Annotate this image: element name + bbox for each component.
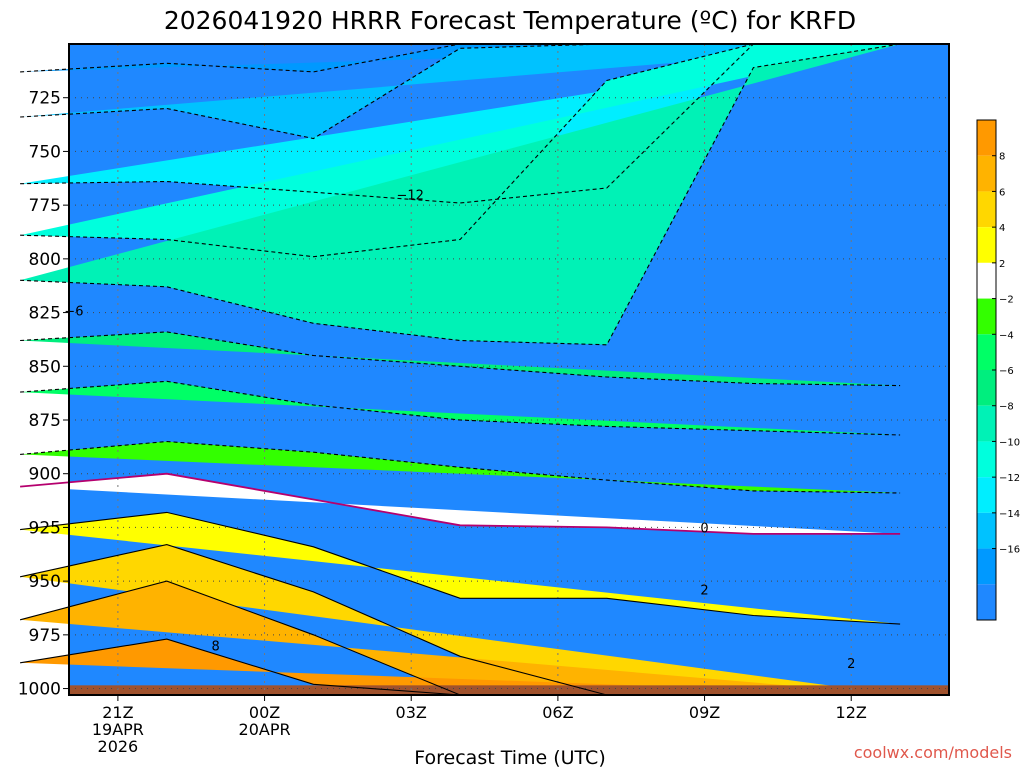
chart-title: 2026041920 HRRR Forecast Temperature (ºC… <box>164 6 856 35</box>
colorbar-swatch <box>977 441 996 478</box>
colorbar-label: 2 <box>999 259 1005 270</box>
colorbar-swatch <box>977 155 996 192</box>
colorbar-label: 6 <box>999 187 1005 198</box>
temperature-band <box>20 639 901 695</box>
contour-label: 8 <box>212 640 220 655</box>
colorbar-label: 8 <box>999 152 1005 163</box>
contour-label: −12 <box>397 188 424 203</box>
colorbar-label: −14 <box>999 509 1020 520</box>
temperature-band <box>20 381 901 435</box>
temperature-band <box>20 473 901 534</box>
temperature-band <box>20 44 901 139</box>
x-tick-label: 09Z <box>689 703 720 722</box>
contour-label: −6 <box>64 304 83 319</box>
ground-surface <box>69 685 949 695</box>
colorbar-swatch <box>977 512 996 549</box>
temperature-band <box>20 441 901 493</box>
contour-label: 0 <box>700 521 708 536</box>
temperature-band <box>20 581 901 695</box>
colorbar-swatch <box>977 405 996 442</box>
contour-label: 2 <box>700 584 708 599</box>
colorbar-swatch <box>977 262 996 299</box>
y-tick-label: 975 <box>29 626 61 646</box>
colorbar-label: 4 <box>999 223 1005 234</box>
x-tick-label: 06Z <box>542 703 573 722</box>
temperature-band <box>20 331 901 386</box>
y-tick-label: 875 <box>29 411 61 431</box>
colorbar-label: −6 <box>999 366 1014 377</box>
colorbar-swatch <box>977 298 996 335</box>
y-tick-label: 850 <box>29 357 61 377</box>
y-tick-label: 925 <box>29 518 61 538</box>
y-tick-label: 750 <box>29 142 61 162</box>
colorbar-swatch <box>977 477 996 513</box>
y-tick-label: 900 <box>29 465 61 485</box>
y-tick-label: 1000 <box>18 680 61 700</box>
y-tick-label: 825 <box>29 304 61 324</box>
x-axis-label: Forecast Time (UTC) <box>414 747 605 768</box>
colorbar-swatch <box>977 370 996 406</box>
contour-line <box>20 43 901 346</box>
contour-label: 2 <box>847 657 855 672</box>
plot-frame <box>68 43 950 696</box>
x-tick-label: 12Z <box>836 703 867 722</box>
y-tick-label: 725 <box>29 89 61 109</box>
colorbar-label: −4 <box>999 330 1014 341</box>
colorbar-swatch <box>977 584 996 620</box>
colorbar-label: −8 <box>999 402 1014 413</box>
contour-line <box>20 43 901 258</box>
x-tick-label: 20APR <box>239 720 291 739</box>
contour-line <box>20 380 901 436</box>
contour-line <box>20 331 901 387</box>
colorbar-swatch <box>977 548 996 585</box>
colorbar-label: −10 <box>999 437 1020 448</box>
colorbar-label: −12 <box>999 473 1020 484</box>
y-tick-label: 950 <box>29 572 61 592</box>
credit-text: coolwx.com/models <box>854 743 1012 762</box>
x-tick-label: 00Z <box>249 703 280 722</box>
x-tick-label: 19APR <box>92 720 144 739</box>
colorbar-swatch <box>977 191 996 228</box>
colorbar-swatch <box>977 227 996 263</box>
y-tick-label: 775 <box>29 196 61 216</box>
temperature-band <box>20 44 901 257</box>
contour-line <box>20 511 901 625</box>
y-tick-label: 800 <box>29 250 61 270</box>
colorbar-swatch <box>977 120 996 156</box>
colorbar-label: −2 <box>999 295 1014 306</box>
temperature-band <box>20 512 901 625</box>
temperature-band <box>20 44 901 345</box>
contour-line <box>20 472 901 535</box>
x-tick-label: 2026 <box>98 737 139 756</box>
x-tick-label: 21Z <box>102 703 133 722</box>
contour-line <box>20 440 901 494</box>
temperature-band <box>20 544 901 695</box>
colorbar-swatch <box>977 334 996 370</box>
colorbar-label: −16 <box>999 545 1020 556</box>
x-tick-label: 03Z <box>396 703 427 722</box>
